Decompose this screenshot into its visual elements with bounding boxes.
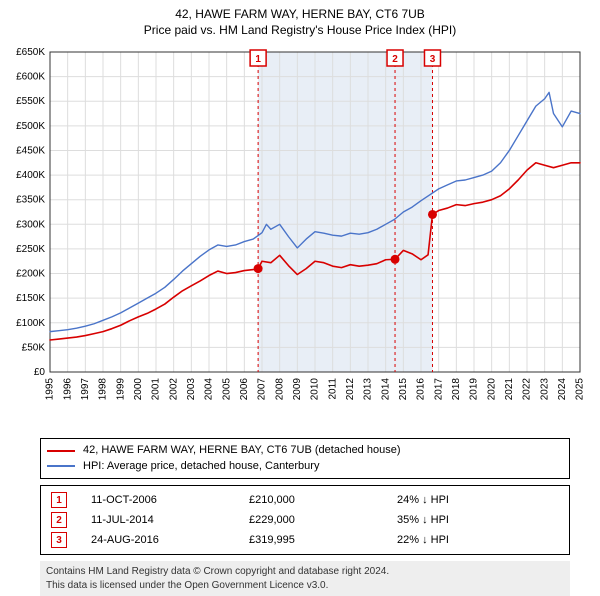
series-marker bbox=[428, 210, 437, 219]
x-tick-label: 2023 bbox=[539, 378, 550, 401]
event-row: 3 24-AUG-2016£319,99522% ↓ HPI bbox=[47, 530, 563, 550]
event-row: 1 11-OCT-2006£210,00024% ↓ HPI bbox=[47, 490, 563, 510]
x-tick-label: 2008 bbox=[274, 378, 285, 401]
y-tick-label: £650K bbox=[16, 47, 45, 58]
chart-area: £0 £50K £100K £150K £200K £250K £300K £350K £400… bbox=[0, 42, 600, 432]
x-tick-label: 2004 bbox=[204, 378, 215, 401]
event-row: 2 11-JUL-2014£229,00035% ↓ HPI bbox=[47, 510, 563, 530]
title-line-1: 42, HAWE FARM WAY, HERNE BAY, CT6 7UB bbox=[0, 6, 600, 22]
x-tick-label: 2017 bbox=[433, 378, 444, 401]
y-tick-label: £250K bbox=[16, 244, 45, 255]
x-tick-label: 2020 bbox=[486, 378, 497, 401]
y-tick-label: £500K bbox=[16, 121, 45, 132]
y-tick-label: £600K bbox=[16, 72, 45, 83]
y-tick-label: £400K bbox=[16, 170, 45, 181]
legend-label: 42, HAWE FARM WAY, HERNE BAY, CT6 7UB (d… bbox=[83, 443, 401, 458]
event-badge-small: 3 bbox=[51, 532, 67, 548]
x-tick-label: 2016 bbox=[416, 378, 427, 401]
legend-swatch bbox=[47, 450, 75, 452]
x-tick-label: 2000 bbox=[133, 378, 144, 401]
event-price: £319,995 bbox=[245, 530, 393, 550]
title-line-2: Price paid vs. HM Land Registry's House … bbox=[0, 22, 600, 38]
x-tick-label: 1996 bbox=[62, 378, 73, 401]
shade-band bbox=[258, 52, 432, 372]
event-date: 24-AUG-2016 bbox=[87, 530, 245, 550]
event-badge-small: 1 bbox=[51, 492, 67, 508]
x-tick-label: 2001 bbox=[151, 378, 162, 401]
x-tick-label: 2011 bbox=[327, 378, 338, 400]
footer-line-1: Contains HM Land Registry data © Crown c… bbox=[46, 565, 564, 579]
x-tick-label: 2012 bbox=[345, 378, 356, 401]
x-tick-label: 2005 bbox=[221, 378, 232, 401]
event-badge-num: 1 bbox=[255, 54, 261, 65]
y-tick-label: £450K bbox=[16, 146, 45, 157]
x-tick-label: 2010 bbox=[310, 378, 321, 401]
y-tick-label: £0 bbox=[34, 367, 46, 378]
legend-row: HPI: Average price, detached house, Cant… bbox=[47, 459, 563, 474]
event-badge-small: 2 bbox=[51, 512, 67, 528]
x-tick-label: 2007 bbox=[257, 378, 268, 401]
event-delta: 35% ↓ HPI bbox=[393, 510, 563, 530]
events-table-inner: 1 11-OCT-2006£210,00024% ↓ HPI 2 11-JUL-201… bbox=[47, 490, 563, 550]
x-tick-label: 2006 bbox=[239, 378, 250, 401]
event-date: 11-JUL-2014 bbox=[87, 510, 245, 530]
y-tick-label: £50K bbox=[22, 343, 46, 354]
x-tick-label: 2019 bbox=[469, 378, 480, 401]
event-badge-num: 2 bbox=[392, 54, 398, 65]
series-marker bbox=[391, 255, 400, 264]
x-tick-label: 2022 bbox=[522, 378, 533, 401]
event-delta: 24% ↓ HPI bbox=[393, 490, 563, 510]
event-date: 11-OCT-2006 bbox=[87, 490, 245, 510]
event-price: £210,000 bbox=[245, 490, 393, 510]
legend-label: HPI: Average price, detached house, Cant… bbox=[83, 459, 319, 474]
x-tick-label: 1998 bbox=[98, 378, 109, 401]
x-tick-label: 1995 bbox=[45, 378, 56, 401]
legend-swatch bbox=[47, 465, 75, 467]
x-tick-label: 2002 bbox=[168, 378, 179, 401]
y-tick-label: £300K bbox=[16, 220, 45, 231]
x-tick-label: 2025 bbox=[575, 378, 586, 401]
events-table: 1 11-OCT-2006£210,00024% ↓ HPI 2 11-JUL-201… bbox=[40, 485, 570, 555]
y-tick-label: £100K bbox=[16, 318, 45, 329]
x-tick-label: 2024 bbox=[557, 378, 568, 401]
x-tick-label: 2013 bbox=[363, 378, 374, 401]
x-tick-label: 2014 bbox=[380, 378, 391, 401]
price-chart-svg: £0 £50K £100K £150K £200K £250K £300K £350K £400… bbox=[0, 42, 600, 432]
legend-box: 42, HAWE FARM WAY, HERNE BAY, CT6 7UB (d… bbox=[40, 438, 570, 479]
x-tick-label: 1999 bbox=[115, 378, 126, 401]
y-tick-label: £550K bbox=[16, 97, 45, 108]
legend-row: 42, HAWE FARM WAY, HERNE BAY, CT6 7UB (d… bbox=[47, 443, 563, 458]
x-tick-label: 2021 bbox=[504, 378, 515, 401]
y-tick-label: £350K bbox=[16, 195, 45, 206]
x-tick-label: 2015 bbox=[398, 378, 409, 401]
series-marker bbox=[254, 264, 263, 273]
y-tick-label: £200K bbox=[16, 269, 45, 280]
y-tick-label: £150K bbox=[16, 294, 45, 305]
chart-titles: 42, HAWE FARM WAY, HERNE BAY, CT6 7UB Pr… bbox=[0, 0, 600, 42]
x-tick-label: 2009 bbox=[292, 378, 303, 401]
event-delta: 22% ↓ HPI bbox=[393, 530, 563, 550]
attribution-footer: Contains HM Land Registry data © Crown c… bbox=[40, 561, 570, 596]
footer-line-2: This data is licensed under the Open Gov… bbox=[46, 579, 564, 593]
event-price: £229,000 bbox=[245, 510, 393, 530]
x-tick-label: 1997 bbox=[80, 378, 91, 401]
event-badge-num: 3 bbox=[430, 54, 436, 65]
x-tick-label: 2018 bbox=[451, 378, 462, 401]
x-tick-label: 2003 bbox=[186, 378, 197, 401]
